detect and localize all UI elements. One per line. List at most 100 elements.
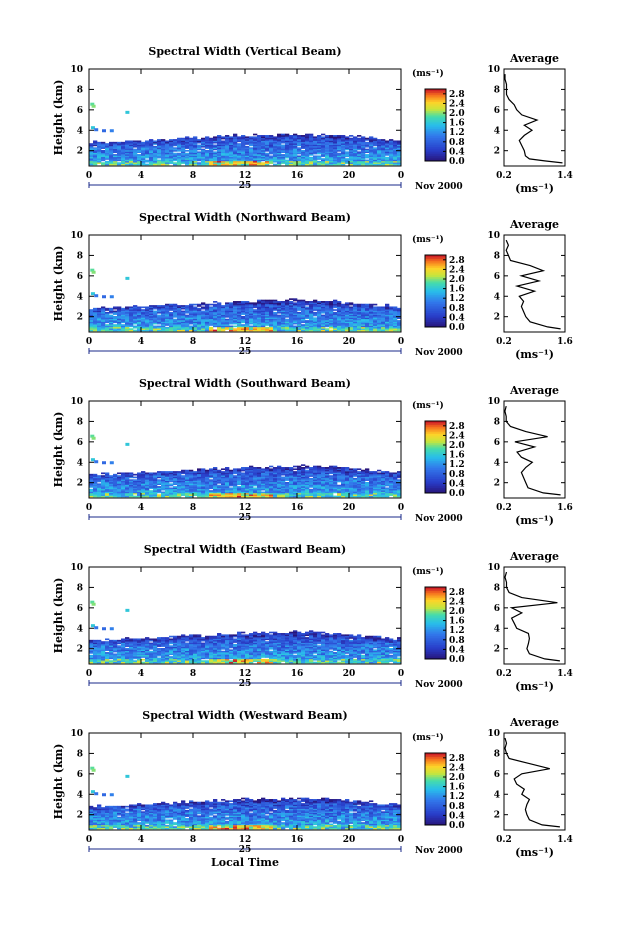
heatmap-cell bbox=[149, 160, 154, 163]
heatmap-cell bbox=[93, 658, 98, 661]
heatmap-cell bbox=[141, 313, 146, 315]
heatmap-cell bbox=[117, 326, 122, 329]
heatmap-cell bbox=[277, 145, 282, 148]
heatmap-cell bbox=[317, 137, 322, 140]
colorbar-segment bbox=[425, 134, 446, 137]
heatmap-cell bbox=[153, 326, 158, 329]
heatmap-cell bbox=[237, 316, 242, 318]
heatmap-cell bbox=[161, 320, 166, 322]
heatmap-cell bbox=[293, 325, 298, 328]
heatmap-cell bbox=[253, 314, 258, 317]
heatmap-cell bbox=[149, 148, 154, 151]
heatmap-cell bbox=[361, 484, 366, 487]
x-tick-label: 16 bbox=[291, 503, 304, 513]
heatmap-cell bbox=[213, 490, 218, 492]
heatmap-cell bbox=[345, 148, 350, 151]
heatmap-cell bbox=[105, 477, 110, 480]
heatmap-cell bbox=[145, 494, 150, 496]
heatmap-cell bbox=[309, 152, 314, 155]
heatmap-cell bbox=[309, 477, 314, 480]
heatmap-cell bbox=[357, 475, 362, 477]
heatmap-cell bbox=[229, 140, 234, 143]
heatmap-cell bbox=[345, 141, 350, 144]
heatmap-cell bbox=[121, 486, 126, 488]
heatmap-cell bbox=[205, 136, 210, 139]
heatmap-cell bbox=[277, 139, 282, 141]
heatmap-cell bbox=[89, 650, 94, 653]
heatmap-cell bbox=[93, 311, 98, 314]
heatmap-cell bbox=[149, 477, 154, 480]
heatmap-cell bbox=[193, 494, 198, 496]
heatmap-cell bbox=[105, 329, 110, 332]
colorbar-tick-label: 2.0 bbox=[449, 441, 465, 451]
heatmap-cell bbox=[97, 310, 102, 313]
heatmap-cell bbox=[173, 140, 178, 143]
heatmap-cell bbox=[101, 317, 106, 320]
heatmap-cell bbox=[149, 163, 154, 166]
heatmap-cell bbox=[257, 152, 262, 155]
heatmap-cell bbox=[309, 321, 314, 324]
heatmap-cell bbox=[137, 313, 142, 315]
heatmap-cell bbox=[277, 321, 282, 324]
heatmap-cell bbox=[237, 302, 242, 305]
heatmap-cell bbox=[301, 307, 306, 310]
heatmap-cell bbox=[89, 317, 94, 320]
heatmap-cell bbox=[357, 494, 362, 496]
heatmap-cell bbox=[245, 480, 250, 483]
heatmap-cell bbox=[333, 322, 338, 325]
heatmap-cell bbox=[102, 461, 106, 465]
heatmap-cell bbox=[97, 160, 102, 163]
heatmap-cell bbox=[125, 317, 130, 320]
heatmap-cell bbox=[361, 163, 366, 166]
heatmap-cell bbox=[381, 318, 386, 321]
heatmap-cell bbox=[333, 491, 338, 494]
heatmap-cell bbox=[213, 314, 218, 317]
heatmap-cell bbox=[233, 306, 238, 309]
heatmap-cell bbox=[221, 480, 226, 483]
heatmap-cell bbox=[117, 492, 122, 495]
heatmap-cell bbox=[157, 309, 162, 311]
colorbar-segment bbox=[425, 153, 446, 156]
heatmap-cell bbox=[265, 306, 270, 309]
heatmap-cell bbox=[369, 151, 374, 154]
heatmap-cell bbox=[329, 475, 334, 477]
heatmap-cell bbox=[97, 313, 102, 315]
heatmap-cell bbox=[205, 303, 210, 306]
heatmap-cell bbox=[145, 492, 150, 495]
heatmap-cell bbox=[105, 158, 110, 160]
heatmap-cell bbox=[333, 299, 338, 302]
heatmap-cell bbox=[389, 316, 394, 318]
heatmap-cell bbox=[389, 328, 394, 330]
heatmap-cell bbox=[357, 487, 362, 490]
heatmap-cell bbox=[337, 491, 342, 494]
heatmap-cell bbox=[373, 477, 378, 480]
heatmap-cell bbox=[125, 325, 130, 328]
heatmap-cell bbox=[289, 495, 294, 498]
heatmap-cell bbox=[109, 307, 114, 310]
heatmap-cell bbox=[385, 494, 390, 496]
heatmap-cell bbox=[369, 473, 374, 476]
heatmap-cell bbox=[205, 309, 210, 311]
heatmap-cell bbox=[277, 301, 282, 303]
heatmap-cell bbox=[205, 473, 210, 476]
heatmap-cell bbox=[281, 316, 286, 318]
heatmap-cell bbox=[297, 147, 302, 149]
heatmap-cell bbox=[281, 492, 286, 495]
heatmap-cell bbox=[301, 487, 306, 490]
heatmap-cell bbox=[325, 313, 330, 315]
heatmap-cell bbox=[157, 479, 162, 481]
heatmap-cell bbox=[241, 160, 246, 163]
heatmap-cell bbox=[385, 160, 390, 163]
heatmap-cell bbox=[229, 480, 234, 483]
heatmap-cell bbox=[93, 307, 98, 310]
heatmap-cells bbox=[89, 434, 402, 498]
heatmap-cell bbox=[237, 306, 242, 309]
heatmap-cell bbox=[217, 311, 222, 314]
heatmap-cell bbox=[165, 309, 170, 311]
heatmap-cell bbox=[293, 476, 298, 479]
heatmap-cell bbox=[117, 328, 122, 330]
heatmap-cell bbox=[285, 307, 290, 310]
heatmap-cell bbox=[141, 320, 146, 322]
heatmap-cell bbox=[253, 324, 258, 326]
heatmap-cell bbox=[341, 475, 346, 477]
